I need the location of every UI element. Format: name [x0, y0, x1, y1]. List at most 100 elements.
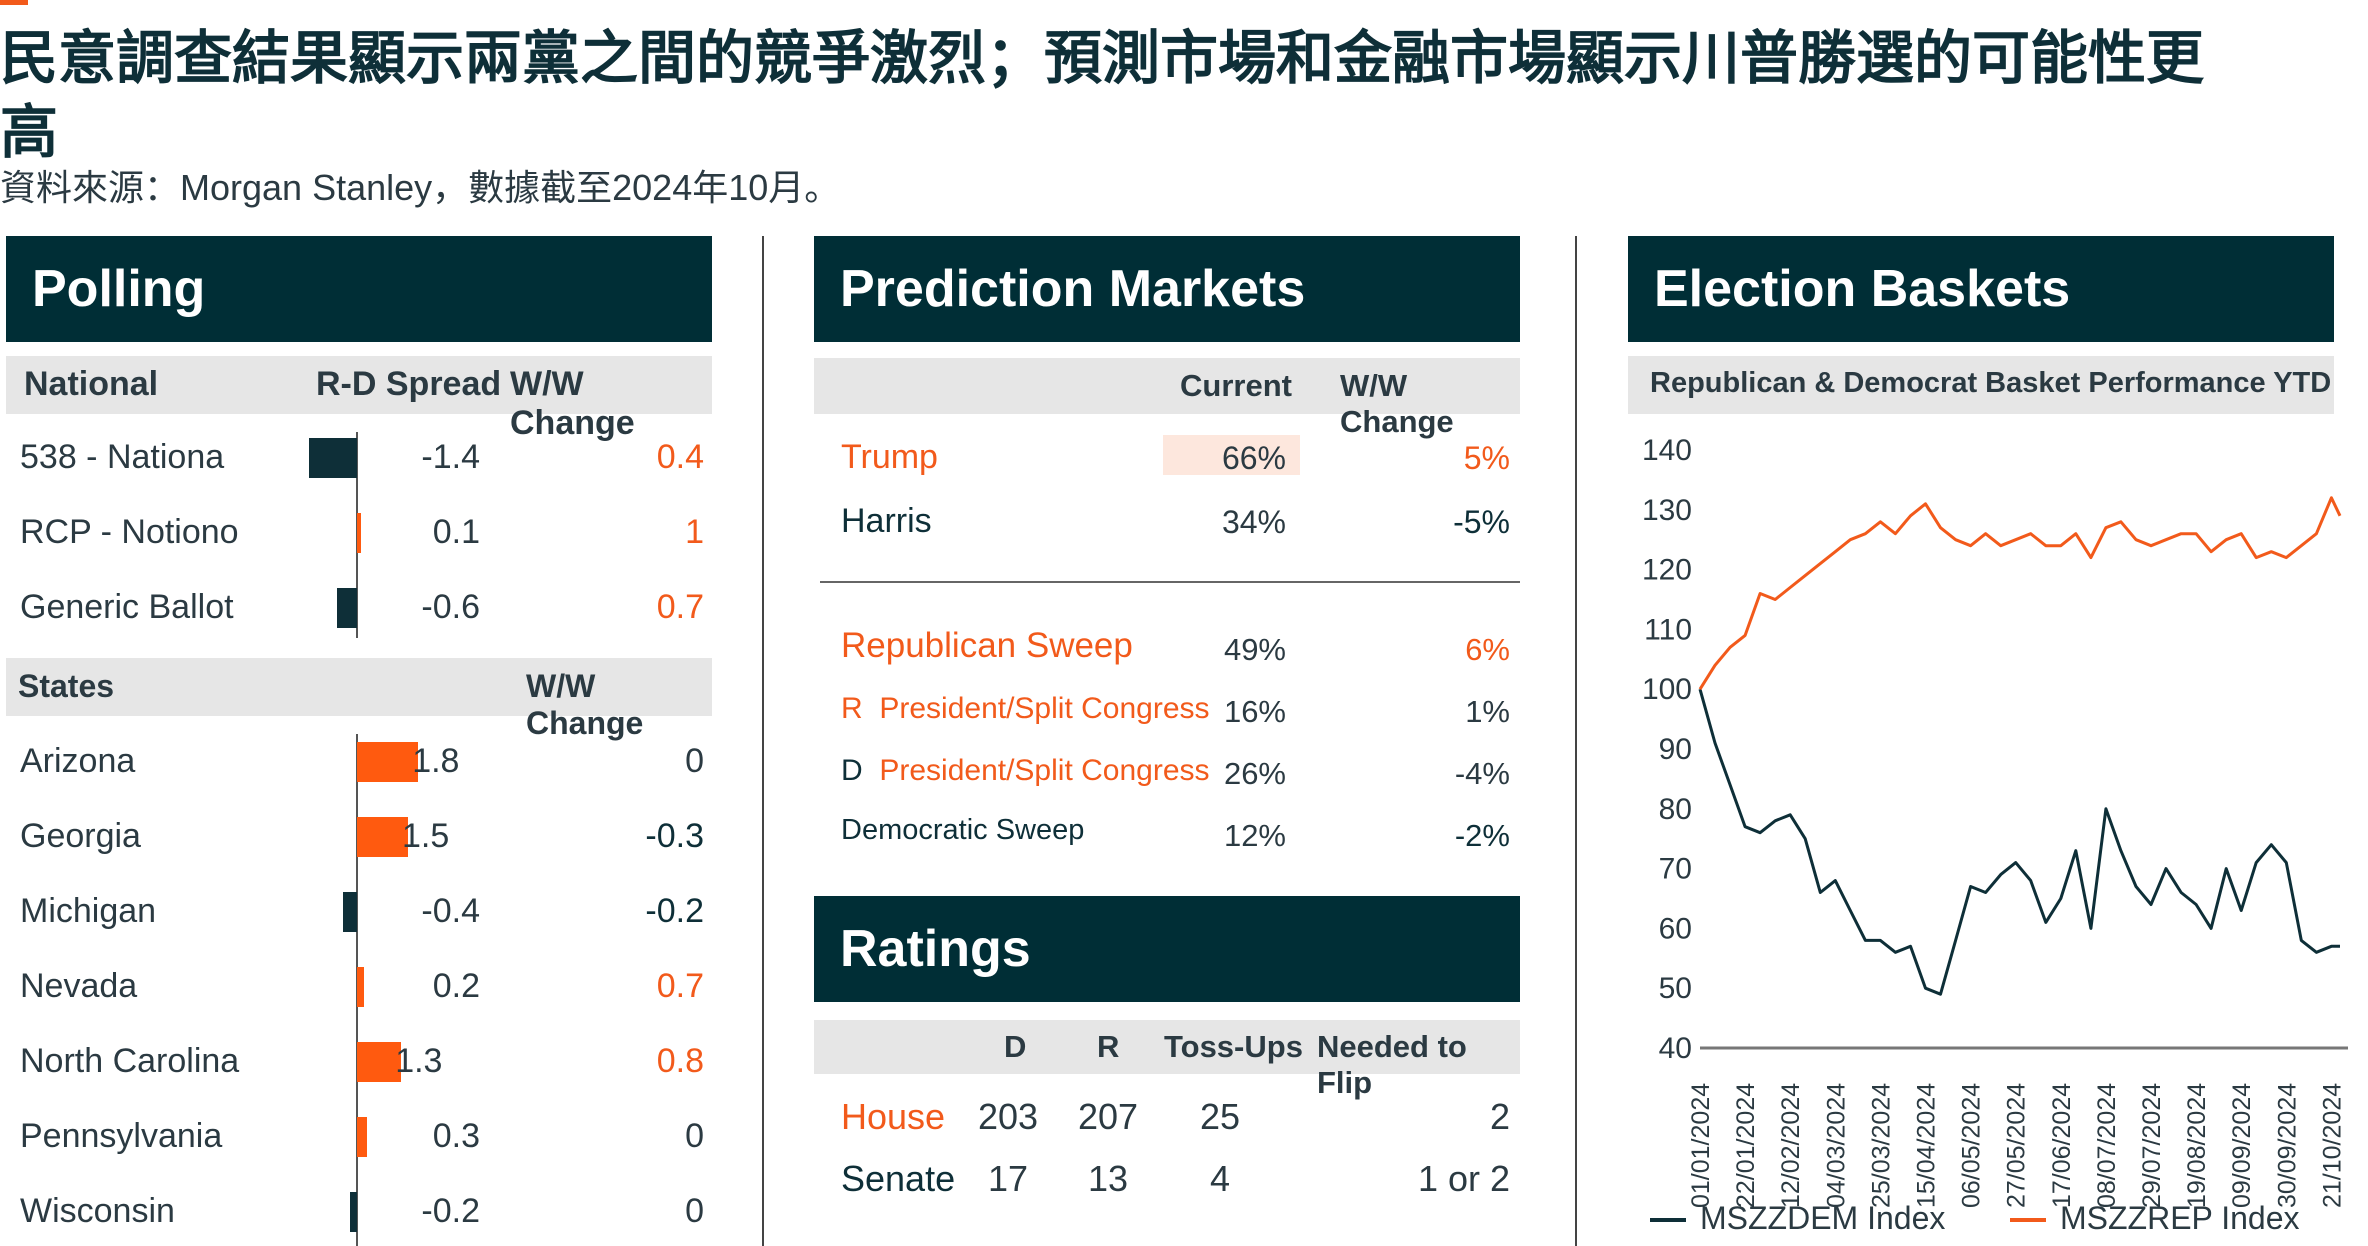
democratic-sweep-label: Democratic Sweep [841, 814, 1085, 846]
x-tick-label: 04/03/2024 [1822, 1083, 1850, 1208]
national-col-label: National [24, 365, 159, 403]
y-tick-label: 140 [1642, 434, 1692, 467]
spread-bar [350, 1192, 357, 1232]
spread-value: 1.8 [412, 742, 460, 780]
y-tick-label: 130 [1642, 494, 1692, 527]
accent-bar [0, 0, 28, 5]
spread-col-label: R-D Spread [316, 365, 502, 403]
ww-change-value: 0.7 [656, 967, 704, 1005]
spread-value: 1.3 [395, 1042, 443, 1080]
x-tick-label: 06/05/2024 [1958, 1083, 1986, 1208]
d-president-split-label: D President/Split Congress [841, 754, 1210, 788]
states-change-col-label: W/W Change [526, 668, 644, 741]
dem-legend-label: MSZZDEM Index [1700, 1200, 1946, 1236]
y-tick-label: 80 [1659, 793, 1692, 826]
republican-sweep-current: 49% [1223, 632, 1286, 667]
dem-legend-swatch [1650, 1218, 1686, 1222]
x-tick-label: 01/01/2024 [1687, 1083, 1715, 1208]
r-split-text: President/Split Congress [879, 692, 1210, 725]
trump-change: 5% [1463, 440, 1510, 476]
senate-r: 13 [1087, 1158, 1129, 1199]
x-tick-label: 29/07/2024 [2138, 1083, 2166, 1208]
polling-row-label: Arizona [20, 742, 136, 780]
rep-series-line [1698, 496, 2342, 690]
x-tick-label: 12/02/2024 [1777, 1083, 1805, 1208]
prediction-header: Prediction Markets [814, 236, 1520, 342]
x-tick-label: 09/09/2024 [2228, 1083, 2256, 1208]
spread-value: -0.2 [421, 1192, 480, 1230]
r-split-current: 16% [1223, 694, 1286, 729]
harris-change: -5% [1453, 504, 1510, 540]
d-split-change: -4% [1454, 756, 1510, 791]
house-r: 207 [1077, 1096, 1139, 1137]
column-divider [762, 236, 764, 1246]
spread-value: 1.5 [402, 817, 450, 855]
y-tick-label: 90 [1659, 733, 1692, 766]
y-tick-label: 120 [1642, 554, 1692, 587]
spread-value: 0.1 [432, 513, 480, 551]
senate-label: Senate [841, 1158, 956, 1199]
r-prefix: R [841, 692, 863, 725]
prediction-subheader: Current W/W Change [814, 358, 1520, 439]
y-tick-label: 50 [1659, 972, 1692, 1005]
baskets-header: Election Baskets [1628, 236, 2334, 342]
spread-bar [343, 892, 357, 932]
polling-row-label: Georgia [20, 817, 141, 855]
harris-current: 34% [1221, 504, 1286, 540]
y-tick-label: 100 [1642, 673, 1692, 706]
current-col-label: Current [1180, 368, 1292, 403]
house-d: 203 [977, 1096, 1039, 1137]
polling-row-label: Nevada [20, 967, 138, 1005]
trump-highlight [1163, 435, 1300, 475]
y-tick-label: 60 [1659, 912, 1692, 945]
ww-change-value: 0 [685, 1117, 704, 1155]
democratic-sweep-current: 12% [1223, 818, 1286, 853]
polling-row-label: Wisconsin [20, 1192, 175, 1230]
senate-flip: 1 or 2 [1417, 1158, 1510, 1199]
x-tick-label: 15/04/2024 [1913, 1083, 1941, 1208]
spread-value: 0.3 [432, 1117, 480, 1155]
trump-label: Trump [841, 438, 938, 476]
r-split-change: 1% [1465, 694, 1510, 729]
senate-d: 17 [987, 1158, 1029, 1199]
x-tick-label: 25/03/2024 [1867, 1083, 1895, 1208]
democratic-sweep-change: -2% [1454, 818, 1510, 853]
trump-current: 66% [1221, 440, 1286, 476]
pred-change-col-label: W/W Change [1340, 368, 1454, 439]
ratings-header: Ratings [814, 896, 1520, 1002]
spread-bar [357, 742, 419, 782]
x-tick-label: 22/01/2024 [1732, 1083, 1760, 1208]
states-subheader: States W/W Change [6, 658, 712, 741]
polling-row-label: North Carolina [20, 1042, 240, 1080]
change-col-label: W/W Change [510, 365, 635, 442]
flip-col-label: Needed to Flip [1317, 1029, 1467, 1100]
column-divider [1575, 236, 1577, 1246]
national-subheader: National R-D Spread W/W Change [6, 356, 712, 442]
spread-bar [357, 1042, 402, 1082]
polling-row-label: Pennsylvania [20, 1117, 223, 1155]
spread-value: 0.2 [432, 967, 480, 1005]
tossups-col-label: Toss-Ups [1164, 1029, 1303, 1064]
harris-label: Harris [841, 502, 932, 540]
republican-sweep-label: Republican Sweep [841, 626, 1133, 665]
house-toss: 25 [1199, 1096, 1241, 1137]
prediction-divider [820, 581, 1520, 583]
spread-value: -0.4 [421, 892, 480, 930]
ratings-subheader: D R Toss-Ups Needed to Flip [814, 1020, 1520, 1100]
rep-legend-swatch [2010, 1218, 2046, 1222]
polling-row-label: Michigan [20, 892, 157, 930]
spread-value: -1.4 [421, 438, 480, 476]
d-split-text: President/Split Congress [879, 754, 1210, 787]
y-tick-label: 110 [1644, 613, 1692, 646]
ww-change-value: -0.3 [645, 817, 704, 855]
house-flip: 2 [1489, 1096, 1510, 1137]
states-col-label: States [18, 668, 115, 704]
spread-bar [357, 967, 364, 1007]
x-tick-label: 17/06/2024 [2048, 1083, 2076, 1208]
polling-header: Polling [6, 236, 712, 342]
ww-change-value: 0 [685, 1192, 704, 1230]
rep-legend-label: MSZZREP Index [2060, 1200, 2300, 1236]
senate-toss: 4 [1209, 1158, 1231, 1199]
spread-value: -0.6 [421, 588, 480, 626]
